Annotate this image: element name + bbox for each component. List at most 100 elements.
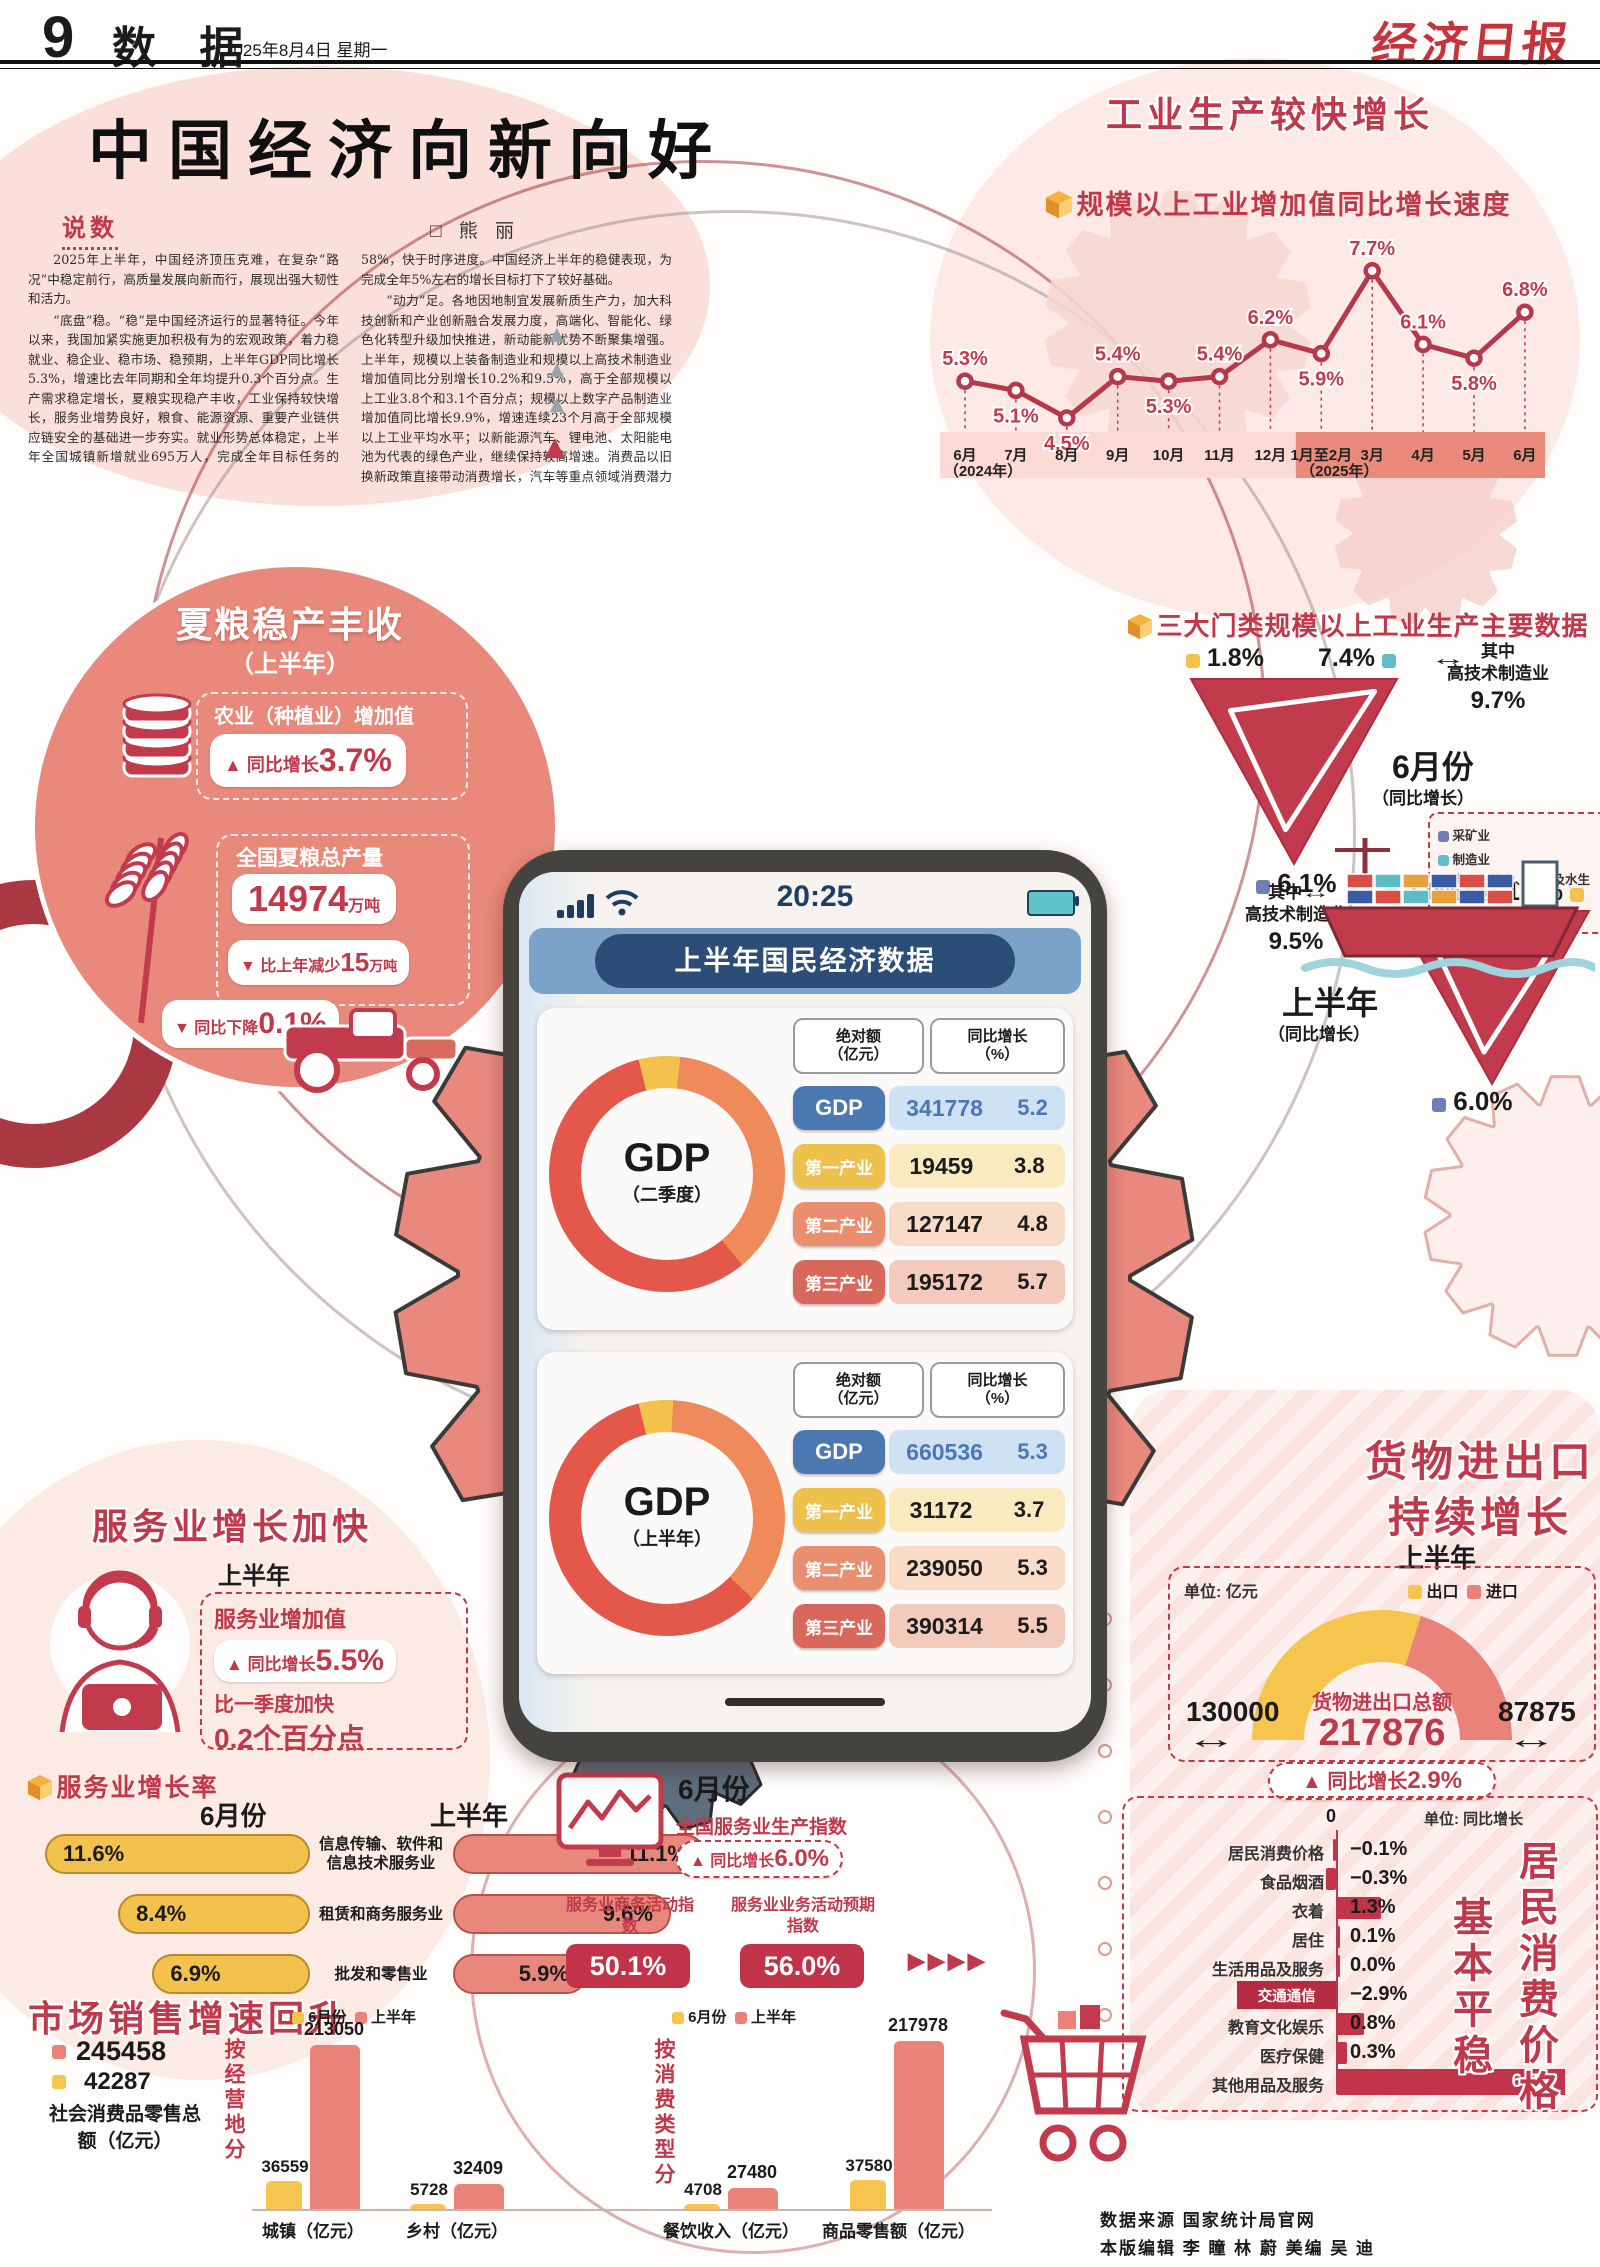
svg-text:4.5%: 4.5% bbox=[1044, 433, 1090, 455]
trail-dot bbox=[1098, 1876, 1112, 1890]
service-index-expect-value: 56.0% bbox=[740, 1944, 864, 1988]
table-row: 第一产业 19459 3.8 bbox=[793, 1142, 1065, 1190]
triangle-decor-gray: ▲ ▲ ▲ bbox=[545, 318, 569, 422]
coins-icon bbox=[118, 690, 196, 782]
grain-title: 夏粮稳产丰收 bbox=[175, 604, 404, 645]
industry-subtitle-row: 规模以上工业增加值同比增长速度 bbox=[1046, 183, 1511, 222]
retail-category: 商品零售额（亿元） bbox=[822, 2222, 975, 2241]
donut-center-sub: （上半年） bbox=[622, 1529, 712, 1549]
svg-text:4月: 4月 bbox=[1411, 447, 1434, 464]
support-agent-icon bbox=[48, 1556, 198, 1736]
row-label-pill: GDP bbox=[793, 1086, 885, 1130]
row-values: 195172 5.7 bbox=[889, 1260, 1065, 1304]
cpi-bar bbox=[1325, 1868, 1336, 1890]
header-yoy: 同比增长 （%） bbox=[930, 1362, 1065, 1418]
trade-total-label: 货物进出口总额 bbox=[1312, 1692, 1452, 1714]
cpi-bar bbox=[1337, 1897, 1382, 1919]
byline: □ 熊 丽 bbox=[430, 221, 521, 242]
service-index-biz-label: 服务业商务活动指数 bbox=[565, 1897, 694, 1935]
retail-half-value: 217978 bbox=[887, 2015, 949, 2035]
retail-june-bar bbox=[850, 2180, 886, 2209]
arrow-icon: ↔ bbox=[1300, 883, 1331, 902]
tractor-icon bbox=[255, 1008, 475, 1094]
trade-title-1: 货物进出口 bbox=[1364, 1438, 1595, 1485]
container-ship-illustration bbox=[1295, 828, 1595, 993]
row-yoy-value: 3.7 bbox=[1013, 1497, 1045, 1522]
service-rate-chart: 11.6% 信息传输、软件和信息技术服务业 11.1% 8.4% 租赁和商务服务业 9.6… bbox=[15, 1834, 735, 1998]
svg-text:12月: 12月 bbox=[1255, 447, 1287, 464]
row-yoy-value: 5.5 bbox=[1017, 1613, 1048, 1638]
donut-hole: GDP （上半年） bbox=[581, 1432, 753, 1604]
retail-legend: 6月份 上半年 bbox=[292, 2006, 416, 2027]
row-abs-value: 239050 bbox=[906, 1554, 983, 1581]
retail-total-half: 245458 bbox=[76, 2036, 167, 2066]
cube-icon bbox=[1128, 613, 1152, 639]
gray-triangle-icon: ▲ bbox=[545, 390, 569, 418]
cpi-label: 生活用品及服务 bbox=[1211, 1962, 1324, 1979]
svg-text:5月: 5月 bbox=[1462, 447, 1485, 464]
svg-text:9月: 9月 bbox=[1106, 447, 1129, 464]
row-abs-value: 31172 bbox=[909, 1496, 973, 1523]
cpi-bar bbox=[1337, 1926, 1341, 1948]
sectors-half-period: 上半年 bbox=[1282, 985, 1379, 1021]
svg-text:11月: 11月 bbox=[1204, 447, 1235, 464]
svg-text:5.8%: 5.8% bbox=[1451, 373, 1497, 395]
services-note2: 0.2个百分点 bbox=[214, 1723, 365, 1754]
services-title: 服务业增长加快 bbox=[92, 1506, 373, 1547]
retail-half-bar bbox=[894, 2041, 944, 2209]
service-rate-june-bar: 8.4% bbox=[118, 1894, 310, 1934]
battery-tip bbox=[1075, 896, 1079, 906]
row-yoy-value: 5.7 bbox=[1017, 1269, 1048, 1294]
sectors-title-row: 三大门类规模以上工业生产主要数据 bbox=[1128, 606, 1588, 643]
retail-total-label: 社会消费品零售总额（亿元） bbox=[48, 2104, 201, 2152]
masthead-logo: 经济日报 bbox=[1368, 17, 1575, 71]
header-abs: 绝对额 （亿元） bbox=[793, 1362, 925, 1418]
trail-dot bbox=[1098, 1744, 1112, 1758]
svg-text:10月: 10月 bbox=[1153, 447, 1185, 464]
headline: 中国经济向新向好 bbox=[88, 115, 728, 187]
table-row: GDP 660536 5.3 bbox=[793, 1428, 1065, 1476]
row-abs-value: 19459 bbox=[909, 1152, 974, 1179]
retail-june-value: 36559 bbox=[261, 2156, 309, 2176]
retail-category: 乡村（亿元） bbox=[406, 2222, 508, 2241]
row-values: 390314 5.5 bbox=[889, 1604, 1065, 1648]
signal-icon bbox=[557, 892, 597, 918]
svg-text:6月: 6月 bbox=[1513, 447, 1536, 464]
row-abs-value: 127147 bbox=[906, 1210, 983, 1237]
service-rate-half-bar: 5.9% bbox=[453, 1954, 587, 1994]
industry-line-chart: 5.3% 6月（2024年） 5.1% 7月 4.5% 8月 5.4% 9月 5.3% 10月 5.… bbox=[935, 220, 1555, 488]
svg-text:7月: 7月 bbox=[1004, 447, 1027, 464]
cpi-vertical-title-1: 居民消费价格 bbox=[1513, 1840, 1557, 2116]
trade-title-2: 持续增长 bbox=[1387, 1494, 1572, 1541]
data-source: 数据来源 国家统计局官网 bbox=[1100, 2211, 1316, 2230]
sectors-half-hightech-label: 其中 ↔ 高技术制造业 9.5% bbox=[1245, 883, 1347, 956]
cpi-bar-negative-band: 交通通信 bbox=[1237, 1981, 1336, 2009]
retail-half-bar bbox=[310, 2044, 360, 2209]
retail-half-bar bbox=[454, 2184, 504, 2209]
table-row: 第一产业 31172 3.7 bbox=[793, 1486, 1065, 1534]
service-rate-june-bar: 11.6% bbox=[45, 1834, 310, 1874]
header-yoy: 同比增长 （%） bbox=[930, 1018, 1065, 1074]
service-rate-title: 服务业增长率 bbox=[56, 1774, 219, 1802]
trail-dot bbox=[1098, 1810, 1112, 1824]
trade-export-value: 130000 bbox=[1186, 1696, 1280, 1727]
row-values: 341778 5.2 bbox=[889, 1086, 1065, 1130]
retail-title: 市场销售增速回升 bbox=[28, 1998, 349, 2039]
row-abs-value: 660536 bbox=[906, 1438, 983, 1465]
trade-growth-pill: ▲ 同比增长2.9% bbox=[1268, 1762, 1496, 1800]
trade-period: 上半年 bbox=[1398, 1543, 1477, 1573]
retail-legend: 6月份 上半年 bbox=[672, 2006, 796, 2027]
services-box: 服务业增加值 ▲ 同比增长5.5% 比一季度加快 0.2个百分点 bbox=[200, 1592, 468, 1754]
cpi-label: 居民消费价格 bbox=[1227, 1846, 1324, 1863]
sectors-june-triangle bbox=[1188, 676, 1400, 868]
service-rate-half-bar: 9.6% bbox=[453, 1894, 671, 1934]
sectors-june-mining: 6.1% bbox=[1256, 868, 1337, 899]
battery-icon bbox=[1027, 890, 1075, 916]
cpi-value: −2.9% bbox=[1350, 1983, 1408, 2005]
svg-text:5.4%: 5.4% bbox=[1197, 344, 1243, 366]
row-abs-value: 195172 bbox=[906, 1268, 983, 1295]
retail-baseline bbox=[252, 2209, 992, 2211]
svg-text:5.1%: 5.1% bbox=[993, 405, 1039, 427]
arrow-icon: ↔ bbox=[1430, 648, 1466, 670]
retail-total-swatch-june bbox=[52, 2074, 66, 2092]
